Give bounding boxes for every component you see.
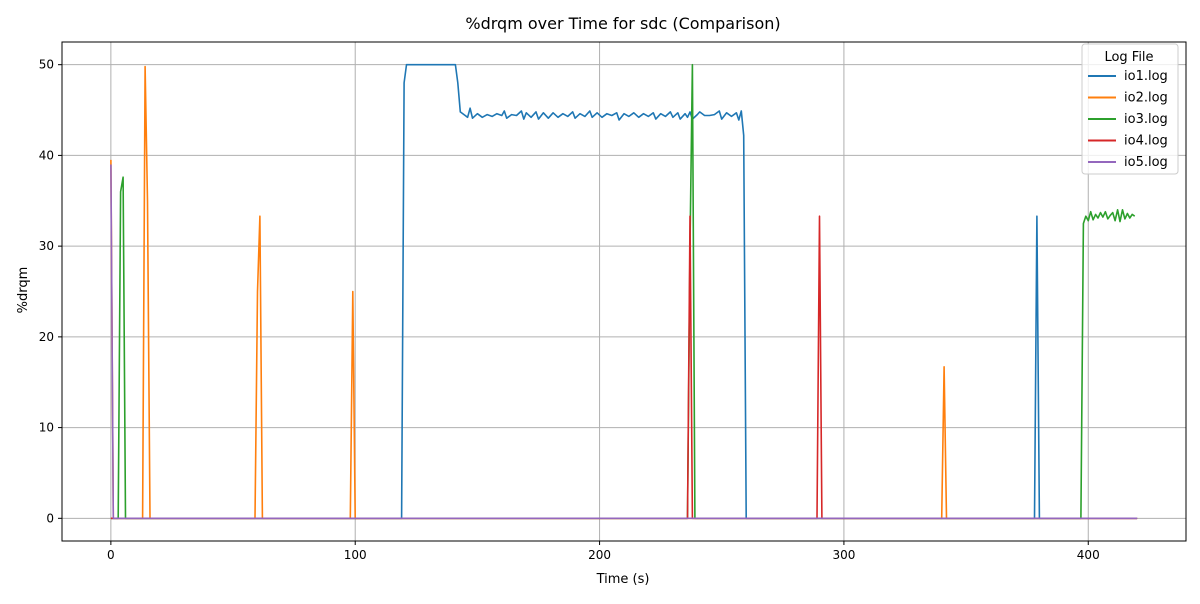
legend-label: io1.log — [1124, 69, 1168, 84]
x-tick-label: 100 — [344, 548, 367, 562]
legend-label: io4.log — [1124, 134, 1168, 149]
y-tick-label: 20 — [39, 330, 54, 344]
legend[interactable]: Log File io1.log io2.log io3.log io4.log io5… — [1081, 43, 1179, 175]
y-axis-label: %drqm — [16, 267, 31, 314]
y-tick-label: 40 — [39, 148, 54, 162]
legend-label: io5.log — [1124, 155, 1168, 170]
legend-label: io3.log — [1124, 112, 1168, 127]
x-tick-label: 0 — [107, 548, 115, 562]
axes: 0 100 200 300 400 0 10 20 30 40 50 — [39, 58, 1100, 562]
y-tick-label: 10 — [39, 421, 54, 435]
x-tick-label: 300 — [832, 548, 855, 562]
series-line-io5-log — [110, 164, 1138, 520]
grid — [62, 42, 1186, 541]
legend-label: io2.log — [1124, 91, 1168, 106]
y-tick-label: 50 — [39, 58, 54, 72]
x-tick-label: 200 — [588, 548, 611, 562]
series-line-io2-log — [110, 65, 1138, 520]
legend-title: Log File — [1104, 50, 1153, 65]
plot-frame — [61, 41, 1187, 542]
chart-title: %drqm over Time for sdc (Comparison) — [465, 14, 780, 33]
x-axis-label: Time (s) — [596, 572, 650, 587]
y-tick-label: 30 — [39, 239, 54, 253]
y-tick-label: 0 — [46, 511, 54, 525]
series-line-io1-log — [110, 63, 1138, 520]
x-tick-label: 400 — [1077, 548, 1100, 562]
series-lines — [110, 63, 1138, 520]
